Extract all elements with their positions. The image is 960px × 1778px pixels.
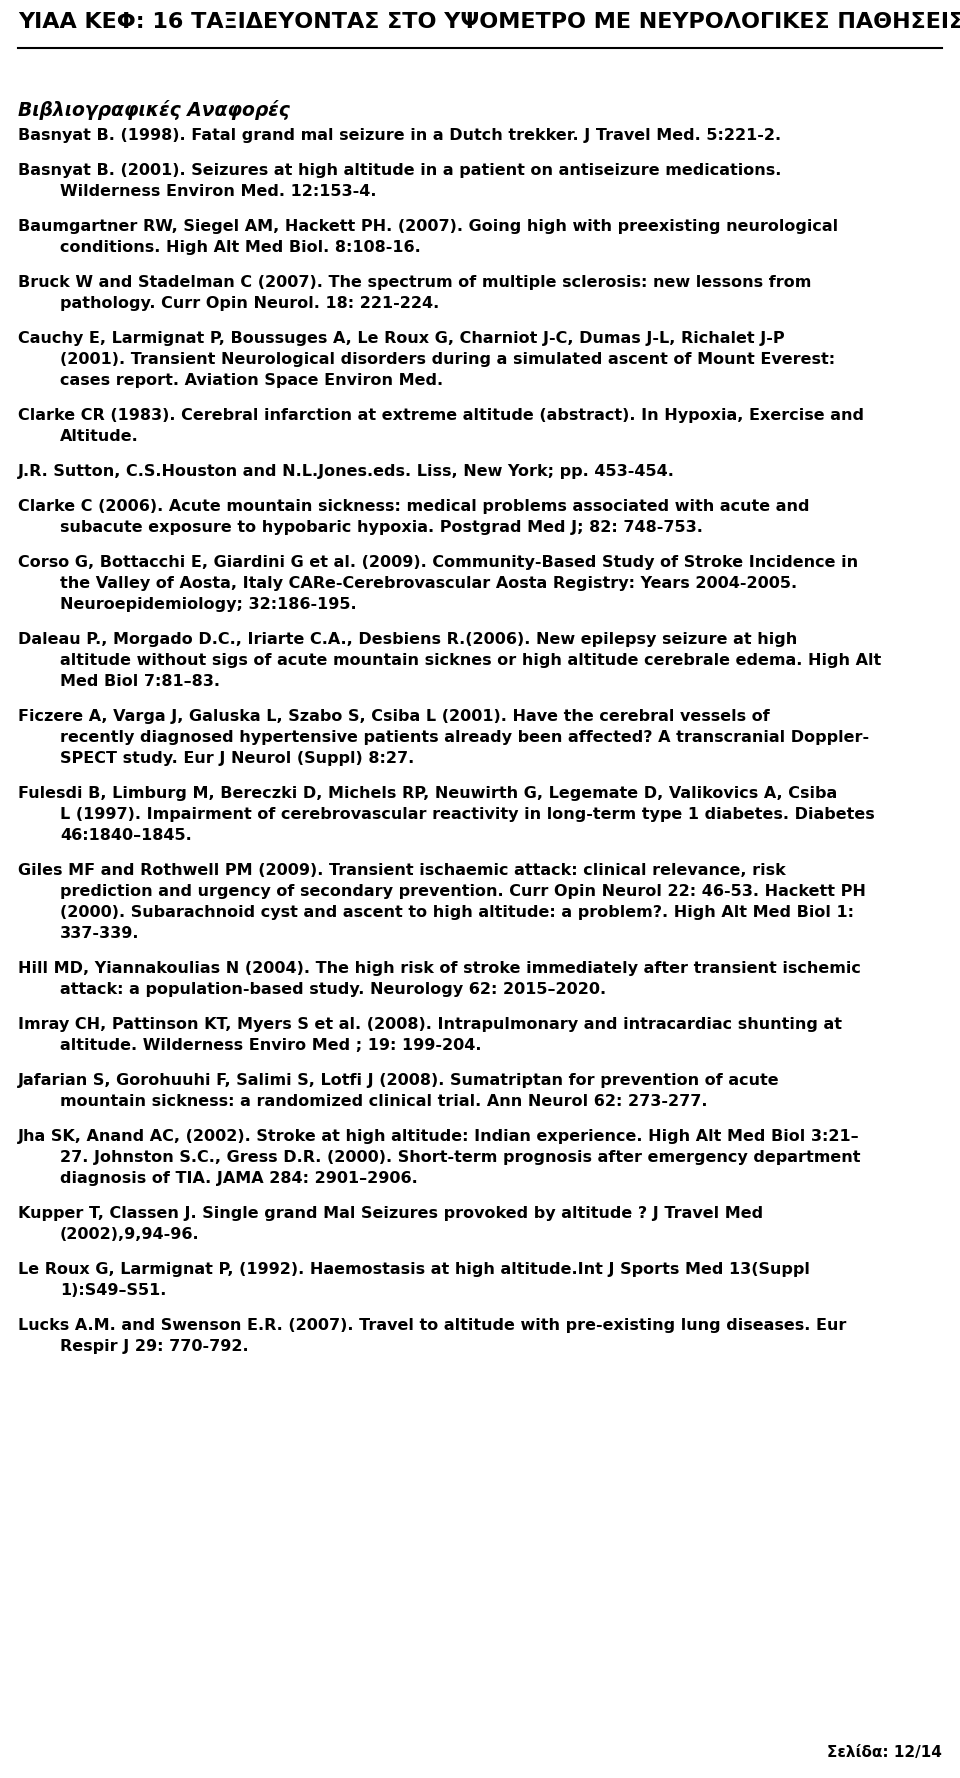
Text: J.R. Sutton, C.S.Houston and N.L.Jones.eds. Liss, New York; pp. 453-454.: J.R. Sutton, C.S.Houston and N.L.Jones.e… bbox=[18, 464, 675, 478]
Text: Jafarian S, Gorohuuhi F, Salimi S, Lotfi J (2008). Sumatriptan for prevention of: Jafarian S, Gorohuuhi F, Salimi S, Lotfi… bbox=[18, 1072, 780, 1088]
Text: mountain sickness: a randomized clinical trial. Ann Neurol 62: 273-277.: mountain sickness: a randomized clinical… bbox=[60, 1093, 708, 1109]
Text: Jha SK, Anand AC, (2002). Stroke at high altitude: Indian experience. High Alt M: Jha SK, Anand AC, (2002). Stroke at high… bbox=[18, 1129, 859, 1143]
Text: prediction and urgency of secondary prevention. Curr Opin Neurol 22: 46-53. Hack: prediction and urgency of secondary prev… bbox=[60, 884, 866, 900]
Text: Giles MF and Rothwell PM (2009). Transient ischaemic attack: clinical relevance,: Giles MF and Rothwell PM (2009). Transie… bbox=[18, 862, 785, 878]
Text: Bruck W and Stadelman C (2007). The spectrum of multiple sclerosis: new lessons : Bruck W and Stadelman C (2007). The spec… bbox=[18, 276, 811, 290]
Text: subacute exposure to hypobaric hypoxia. Postgrad Med J; 82: 748-753.: subacute exposure to hypobaric hypoxia. … bbox=[60, 519, 703, 535]
Text: diagnosis of TIA. JAMA 284: 2901–2906.: diagnosis of TIA. JAMA 284: 2901–2906. bbox=[60, 1172, 418, 1186]
Text: Hill MD, Yiannakoulias N (2004). The high risk of stroke immediately after trans: Hill MD, Yiannakoulias N (2004). The hig… bbox=[18, 960, 861, 976]
Text: 337-339.: 337-339. bbox=[60, 926, 139, 941]
Text: ΥΙΑΑ ΚΕΦ: 16 ΤΑΞΙΔΕΥΟΝΤΑΣ ΣΤΟ ΥΨΟΜΕΤΡΟ ΜΕ ΝΕΥΡΟΛΟΓΙΚΕΣ ΠΑΘΗΣΕΙΣ: ΥΙΑΑ ΚΕΦ: 16 ΤΑΞΙΔΕΥΟΝΤΑΣ ΣΤΟ ΥΨΟΜΕΤΡΟ Μ… bbox=[18, 12, 960, 32]
Text: Respir J 29: 770-792.: Respir J 29: 770-792. bbox=[60, 1339, 249, 1355]
Text: Basnyat B. (2001). Seizures at high altitude in a patient on antiseizure medicat: Basnyat B. (2001). Seizures at high alti… bbox=[18, 164, 781, 178]
Text: Corso G, Bottacchi E, Giardini G et al. (2009). Community-Based Study of Stroke : Corso G, Bottacchi E, Giardini G et al. … bbox=[18, 555, 858, 571]
Text: (2001). Transient Neurological disorders during a simulated ascent of Mount Ever: (2001). Transient Neurological disorders… bbox=[60, 352, 835, 366]
Text: attack: a population-based study. Neurology 62: 2015–2020.: attack: a population-based study. Neurol… bbox=[60, 981, 606, 997]
Text: Cauchy E, Larmignat P, Boussuges A, Le Roux G, Charniot J-C, Dumas J-L, Richalet: Cauchy E, Larmignat P, Boussuges A, Le R… bbox=[18, 331, 784, 347]
Text: Σελίδα: 12/14: Σελίδα: 12/14 bbox=[828, 1744, 942, 1760]
Text: Clarke C (2006). Acute mountain sickness: medical problems associated with acute: Clarke C (2006). Acute mountain sickness… bbox=[18, 500, 809, 514]
Text: Imray CH, Pattinson KT, Myers S et al. (2008). Intrapulmonary and intracardiac s: Imray CH, Pattinson KT, Myers S et al. (… bbox=[18, 1017, 842, 1031]
Text: 27. Johnston S.C., Gress D.R. (2000). Short-term prognosis after emergency depar: 27. Johnston S.C., Gress D.R. (2000). Sh… bbox=[60, 1150, 860, 1165]
Text: altitude without sigs of acute mountain sicknes or high altitude cerebrale edema: altitude without sigs of acute mountain … bbox=[60, 653, 881, 669]
Text: Fulesdi B, Limburg M, Bereczki D, Michels RP, Neuwirth G, Legemate D, Valikovics: Fulesdi B, Limburg M, Bereczki D, Michel… bbox=[18, 786, 837, 802]
Text: (2000). Subarachnoid cyst and ascent to high altitude: a problem?. High Alt Med : (2000). Subarachnoid cyst and ascent to … bbox=[60, 905, 854, 919]
Text: SPECT study. Eur J Neurol (Suppl) 8:27.: SPECT study. Eur J Neurol (Suppl) 8:27. bbox=[60, 750, 415, 766]
Text: Daleau P., Morgado D.C., Iriarte C.A., Desbiens R.(2006). New epilepsy seizure a: Daleau P., Morgado D.C., Iriarte C.A., D… bbox=[18, 631, 797, 647]
Text: Baumgartner RW, Siegel AM, Hackett PH. (2007). Going high with preexisting neuro: Baumgartner RW, Siegel AM, Hackett PH. (… bbox=[18, 219, 838, 235]
Text: Ficzere A, Varga J, Galuska L, Szabo S, Csiba L (2001). Have the cerebral vessel: Ficzere A, Varga J, Galuska L, Szabo S, … bbox=[18, 709, 770, 724]
Text: conditions. High Alt Med Biol. 8:108-16.: conditions. High Alt Med Biol. 8:108-16. bbox=[60, 240, 420, 254]
Text: cases report. Aviation Space Environ Med.: cases report. Aviation Space Environ Med… bbox=[60, 373, 444, 388]
Text: Neuroepidemiology; 32:186-195.: Neuroepidemiology; 32:186-195. bbox=[60, 597, 356, 612]
Text: Altitude.: Altitude. bbox=[60, 428, 139, 444]
Text: the Valley of Aosta, Italy CARe-Cerebrovascular Aosta Registry: Years 2004-2005.: the Valley of Aosta, Italy CARe-Cerebrov… bbox=[60, 576, 797, 590]
Text: Kupper T, Classen J. Single grand Mal Seizures provoked by altitude ? J Travel M: Kupper T, Classen J. Single grand Mal Se… bbox=[18, 1205, 763, 1221]
Text: Basnyat B. (1998). Fatal grand mal seizure in a Dutch trekker. J Travel Med. 5:2: Basnyat B. (1998). Fatal grand mal seizu… bbox=[18, 128, 781, 142]
Text: recently diagnosed hypertensive patients already been affected? A transcranial D: recently diagnosed hypertensive patients… bbox=[60, 731, 869, 745]
Text: Βιβλιογραφικές Αναφορές: Βιβλιογραφικές Αναφορές bbox=[18, 100, 290, 119]
Text: 46:1840–1845.: 46:1840–1845. bbox=[60, 829, 192, 843]
Text: Lucks A.M. and Swenson E.R. (2007). Travel to altitude with pre-existing lung di: Lucks A.M. and Swenson E.R. (2007). Trav… bbox=[18, 1317, 847, 1334]
Text: Le Roux G, Larmignat P, (1992). Haemostasis at high altitude.Int J Sports Med 13: Le Roux G, Larmignat P, (1992). Haemosta… bbox=[18, 1262, 810, 1277]
Text: 1):S49–S51.: 1):S49–S51. bbox=[60, 1284, 166, 1298]
Text: altitude. Wilderness Enviro Med ; 19: 199-204.: altitude. Wilderness Enviro Med ; 19: 19… bbox=[60, 1038, 482, 1053]
Text: Wilderness Environ Med. 12:153-4.: Wilderness Environ Med. 12:153-4. bbox=[60, 183, 376, 199]
Text: L (1997). Impairment of cerebrovascular reactivity in long-term type 1 diabetes.: L (1997). Impairment of cerebrovascular … bbox=[60, 807, 875, 821]
Text: Med Biol 7:81–83.: Med Biol 7:81–83. bbox=[60, 674, 220, 690]
Text: Clarke CR (1983). Cerebral infarction at extreme altitude (abstract). In Hypoxia: Clarke CR (1983). Cerebral infarction at… bbox=[18, 407, 864, 423]
Text: pathology. Curr Opin Neurol. 18: 221-224.: pathology. Curr Opin Neurol. 18: 221-224… bbox=[60, 295, 440, 311]
Text: (2002),9,94-96.: (2002),9,94-96. bbox=[60, 1227, 200, 1243]
